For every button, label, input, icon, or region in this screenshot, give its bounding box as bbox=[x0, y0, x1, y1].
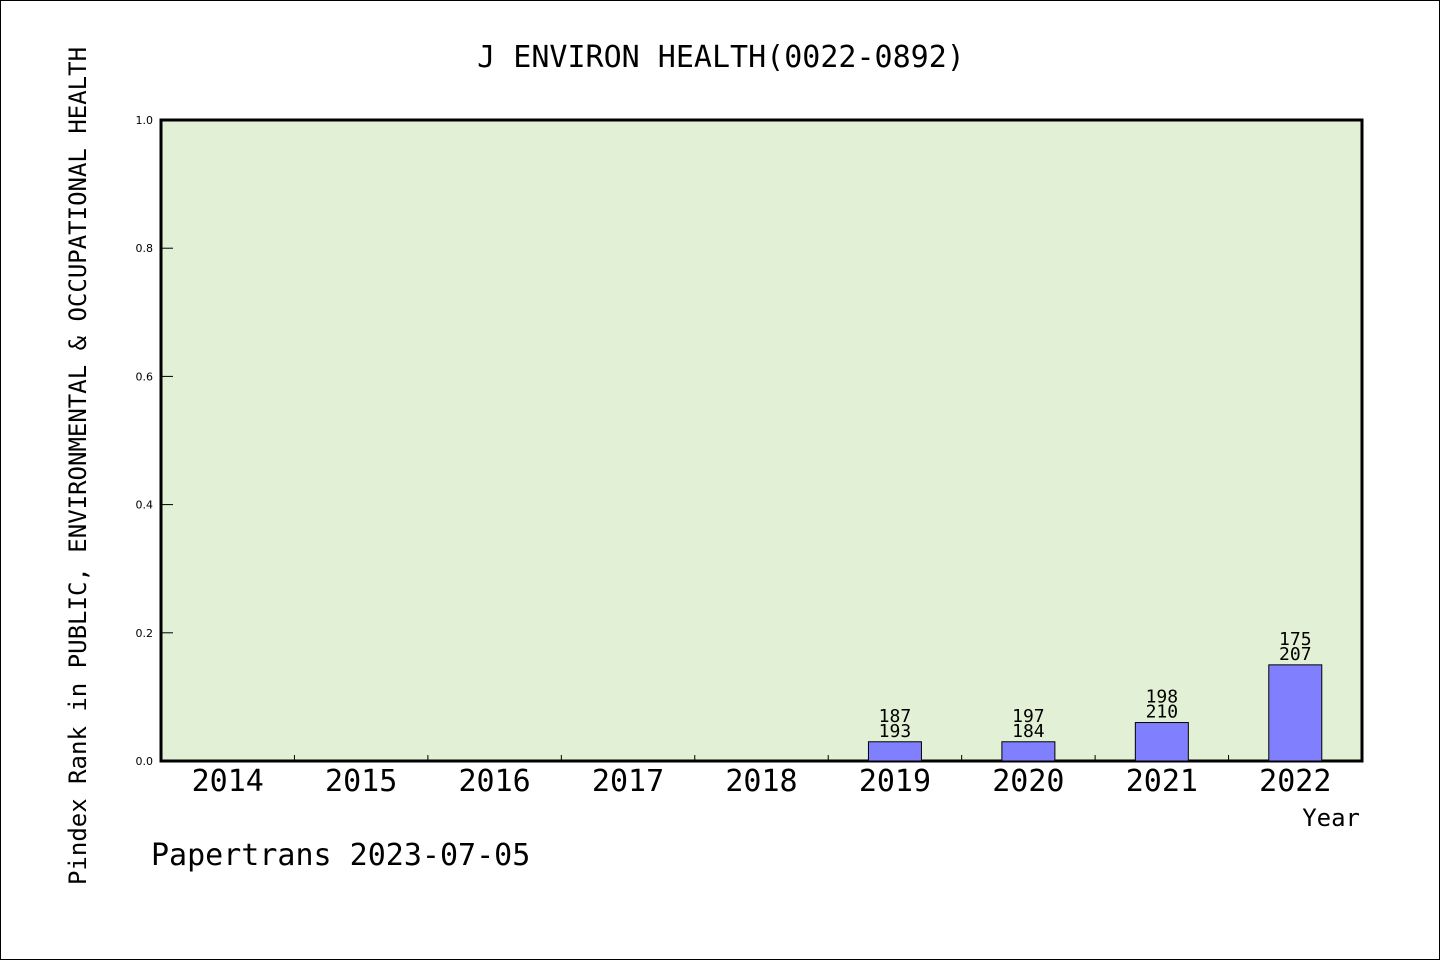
x-tick-label: 2016 bbox=[458, 764, 530, 799]
plot-area bbox=[159, 118, 1364, 763]
bar-label-top: 197 bbox=[1012, 706, 1045, 727]
x-tick-label: 2020 bbox=[992, 764, 1064, 799]
x-tick-label: 2021 bbox=[1126, 764, 1198, 799]
bar-label-bottom: 207 bbox=[1279, 644, 1312, 665]
bars bbox=[867, 664, 1323, 762]
y-axis-label: Pindex Rank in PUBLIC, ENVIRONMENTAL & O… bbox=[64, 47, 92, 885]
x-tick-label: 2018 bbox=[725, 764, 797, 799]
y-tick-label: 0.6 bbox=[136, 370, 154, 383]
x-tick-label: 2014 bbox=[192, 764, 264, 799]
footer-credit: Papertrans 2023-07-05 bbox=[151, 838, 530, 873]
x-tick-label: 2019 bbox=[859, 764, 931, 799]
bar-2020 bbox=[1001, 741, 1056, 762]
bar-label-top: 187 bbox=[879, 706, 912, 727]
y-tick-label: 0.2 bbox=[136, 627, 154, 640]
bar-label-bottom: 184 bbox=[1012, 721, 1045, 742]
bar-2022 bbox=[1268, 664, 1323, 762]
y-tick-label: 0.4 bbox=[136, 499, 154, 512]
x-axis-ticks: 2014 2015 2016 2017 2018 2019 2020 2021 2022 bbox=[192, 755, 1331, 799]
x-tick-label: 2015 bbox=[325, 764, 397, 799]
bar-label-top: 175 bbox=[1279, 629, 1312, 650]
bar-label-bottom: 193 bbox=[879, 721, 912, 742]
y-tick-label: 1.0 bbox=[136, 114, 154, 127]
bar-label-top: 198 bbox=[1146, 687, 1179, 708]
x-axis-label: Year bbox=[1302, 804, 1360, 832]
bar-2021 bbox=[1134, 722, 1189, 762]
y-tick-label: 0.0 bbox=[136, 755, 154, 768]
y-tick-label: 0.8 bbox=[136, 242, 154, 255]
x-tick-label: 2022 bbox=[1259, 764, 1331, 799]
chart-title: J ENVIRON HEALTH(0022-0892) bbox=[477, 40, 965, 75]
bar-2019 bbox=[867, 741, 922, 762]
x-tick-label: 2017 bbox=[592, 764, 664, 799]
y-axis-ticks: 0.0 0.2 0.4 0.6 0.8 1.0 bbox=[136, 114, 173, 768]
bar-label-bottom: 210 bbox=[1146, 702, 1179, 723]
